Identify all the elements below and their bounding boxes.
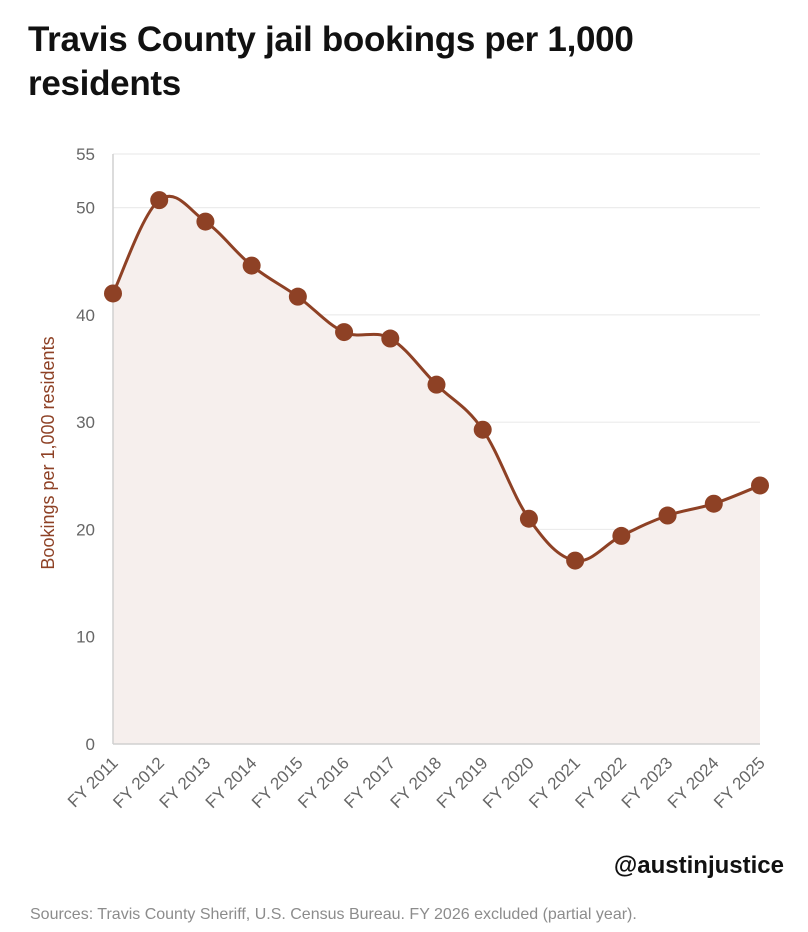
data-point-fy-2015	[288, 287, 307, 306]
data-point-fy-2012	[150, 191, 169, 210]
y-tick-label: 55	[76, 145, 95, 164]
data-point-fy-2016	[335, 323, 354, 342]
data-point-fy-2018	[427, 375, 446, 394]
y-tick-label: 10	[76, 628, 95, 647]
y-tick-label: 30	[76, 413, 95, 432]
data-point-fy-2019	[473, 420, 492, 439]
author-handle: @austinjustice	[613, 852, 784, 879]
y-tick-labels: 0 10 20 30 40 50 55	[76, 145, 95, 754]
data-point-fy-2017	[381, 329, 400, 348]
data-point-fy-2023	[658, 506, 677, 525]
data-point-fy-2020	[519, 509, 538, 528]
data-point-fy-2013	[196, 212, 215, 231]
area-fill	[113, 196, 760, 744]
data-point-fy-2022	[612, 526, 631, 545]
data-point-fy-2011	[104, 284, 122, 303]
data-point-fy-2024	[704, 494, 723, 513]
data-points	[104, 191, 769, 570]
data-point-fy-2025	[751, 476, 769, 495]
data-point-fy-2021	[566, 551, 585, 570]
y-tick-label: 20	[76, 520, 95, 539]
data-point-fy-2014	[242, 256, 261, 275]
chart-title: Travis County jail bookings per 1,000 re…	[28, 20, 634, 103]
y-tick-label: 50	[76, 199, 95, 218]
y-axis-label: Bookings per 1,000 residents	[38, 336, 58, 569]
sources-note: Sources: Travis County Sheriff, U.S. Cen…	[30, 906, 637, 923]
y-tick-label: 0	[86, 735, 95, 754]
y-tick-label: 40	[76, 306, 95, 325]
x-tick-label: FY 2025	[710, 753, 769, 812]
